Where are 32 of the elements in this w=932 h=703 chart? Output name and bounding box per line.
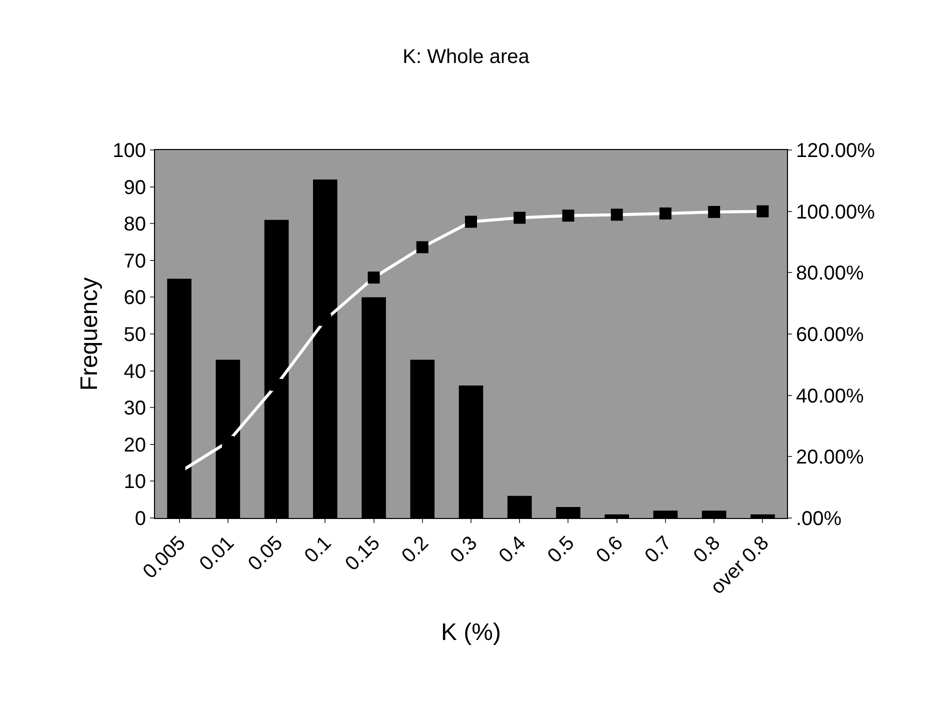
x-tick-label: 0.3	[446, 532, 482, 568]
y-tick-label: 50	[124, 324, 146, 346]
x-tick-label: 0.05	[244, 532, 288, 576]
x-tick-label: 0.15	[341, 532, 384, 576]
y-tick-label: 70	[124, 250, 146, 272]
x-axis-title: K (%)	[441, 619, 501, 646]
y-tick-label: 20	[124, 434, 146, 456]
y2-tick-label: 80.00%	[796, 262, 864, 285]
x-tick-label: 0.7	[640, 532, 676, 568]
y-axis-title: Frequency	[76, 277, 103, 391]
y2-tick-label: .00%	[796, 508, 842, 530]
y2-tick-label: 20.00%	[796, 446, 864, 469]
y-tick-label: 30	[124, 398, 146, 420]
y2-tick-label: 120.00%	[796, 140, 876, 162]
x-tick-label: 0.4	[495, 532, 530, 568]
y-tick-label: 40	[124, 360, 146, 383]
y-tick-label: 10	[124, 471, 146, 494]
y2-tick-label: 40.00%	[796, 385, 864, 408]
y2-tick-label: 60.00%	[796, 324, 864, 346]
y-tick-label: 100	[112, 140, 146, 162]
y-tick-label: 80	[124, 214, 146, 236]
x-tick-label: 0.8	[689, 532, 725, 568]
x-tick-label: 0.01	[195, 532, 239, 576]
x-tick-label: 0.1	[300, 532, 336, 568]
chart-title: K: Whole area	[402, 46, 530, 68]
x-tick-label: 0.6	[592, 532, 628, 568]
y-tick-label: 60	[124, 287, 146, 310]
y-tick-label: 90	[124, 176, 146, 199]
x-tick-label: 0.2	[398, 532, 433, 568]
y-tick-label: 0	[134, 508, 146, 530]
x-tick-label: 0.5	[544, 532, 579, 568]
y2-tick-label: 100.00%	[796, 201, 876, 224]
